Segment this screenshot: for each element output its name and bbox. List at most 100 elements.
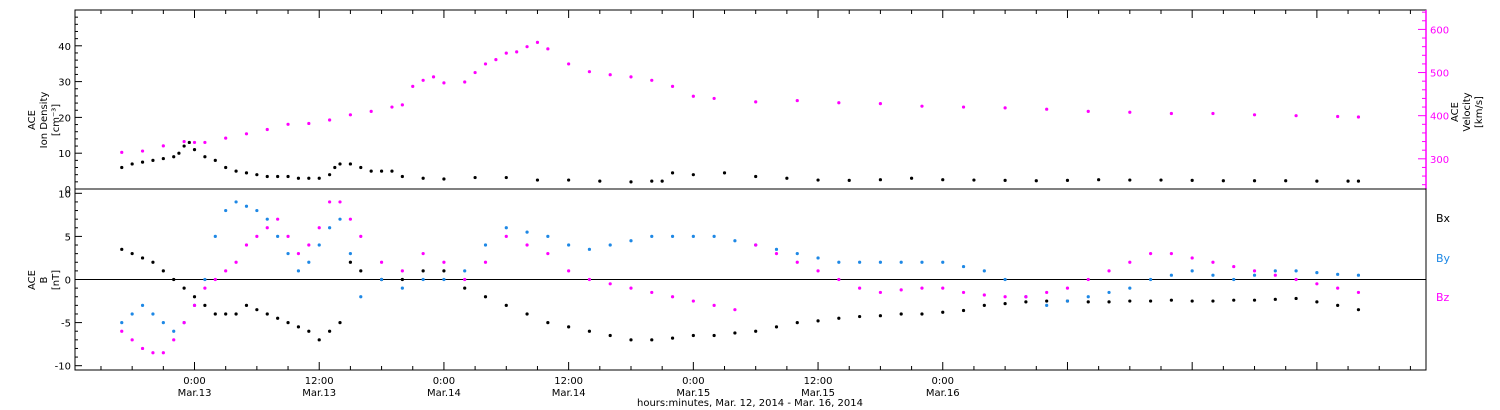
bx-point [858,314,862,319]
by-point [234,200,238,204]
density-point [629,180,633,184]
bx-point [151,260,155,264]
by-point [837,260,841,264]
velocity-point [535,40,540,44]
by-point [296,269,301,273]
bx-point [286,320,290,325]
density-point [1190,178,1194,183]
bx-point [1045,299,1049,303]
velocity-point [494,58,498,62]
bx-point [359,269,363,273]
bottom-ylabel-2: B [39,276,50,283]
bx-point [338,320,342,325]
by-point [608,243,612,247]
density-point [317,176,321,180]
by-point [899,260,903,264]
bx-point [1336,303,1340,307]
by-point [400,286,404,290]
date-tick-label: Mar.15 [676,388,710,399]
density-point [161,156,165,161]
date-tick-label: Mar.16 [926,388,960,399]
bx-point [172,277,176,282]
bx-point [1086,300,1090,304]
bz-point [525,243,529,247]
velocity-point [1356,115,1361,119]
bx-point [1190,299,1194,303]
velocity-point [265,127,269,132]
density-point [1252,179,1257,183]
by-point [244,204,249,208]
bz-point [359,234,363,239]
by-point [338,217,342,221]
bz-point [982,293,986,297]
by-point [140,303,145,307]
by-point [463,269,467,273]
legend-by: By [1436,252,1451,265]
bx-point [608,333,612,338]
by-point [1356,273,1361,277]
bx-point [546,320,550,325]
velocity-point [161,144,165,148]
bx-point [442,269,446,273]
density-point [473,175,477,180]
bx-point [1273,297,1277,301]
by-point [525,230,529,234]
density-point [130,162,134,166]
velocity-point [525,45,529,49]
by-point [161,320,165,325]
by-point [691,234,695,239]
bx-point [712,333,716,338]
bz-point [1169,252,1173,256]
velocity-point [473,70,477,75]
density-point [348,162,352,166]
by-point [941,260,945,264]
bz-point [348,217,352,221]
bz-point [483,260,488,264]
velocity-tick-label: 500 [1430,69,1449,80]
bz-point [1003,295,1007,299]
time-tick-label: 0:00 [682,376,704,387]
bz-point [120,329,124,333]
velocity-point [431,75,436,79]
date-tick-label: Mar.14 [552,388,586,399]
by-point [1169,273,1173,277]
density-point [1065,178,1070,183]
bx-point [587,329,592,333]
bz-point [286,234,290,239]
density-tick-label: 20 [58,113,71,124]
velocity-point [192,140,197,145]
bx-point [421,269,425,273]
b-tick-label: -10 [55,362,71,373]
bz-point [1294,277,1298,282]
bx-point [483,295,488,299]
by-point [858,260,862,264]
density-point [151,158,155,162]
by-point [276,234,280,239]
date-tick-label: Mar.13 [302,388,336,399]
density-point [255,173,259,177]
bz-point [244,243,249,247]
bx-point [265,312,269,316]
velocity-point [712,96,716,101]
density-point [338,162,342,166]
velocity-point [140,149,145,153]
bz-point [192,303,197,307]
bz-point [255,234,259,239]
by-point [1190,269,1194,273]
bx-point [317,338,321,342]
bx-point [691,333,695,338]
bz-point [733,308,737,312]
velocity-point [1128,110,1132,114]
bz-point [650,290,654,295]
bz-point [400,269,404,273]
bx-point [1232,298,1236,302]
density-point [286,174,290,179]
density-point [224,165,228,170]
by-point [774,247,779,251]
bz-point [1211,260,1215,264]
density-point [172,155,176,159]
by-point [328,226,332,230]
bz-point [140,346,145,351]
by-point [307,260,311,264]
